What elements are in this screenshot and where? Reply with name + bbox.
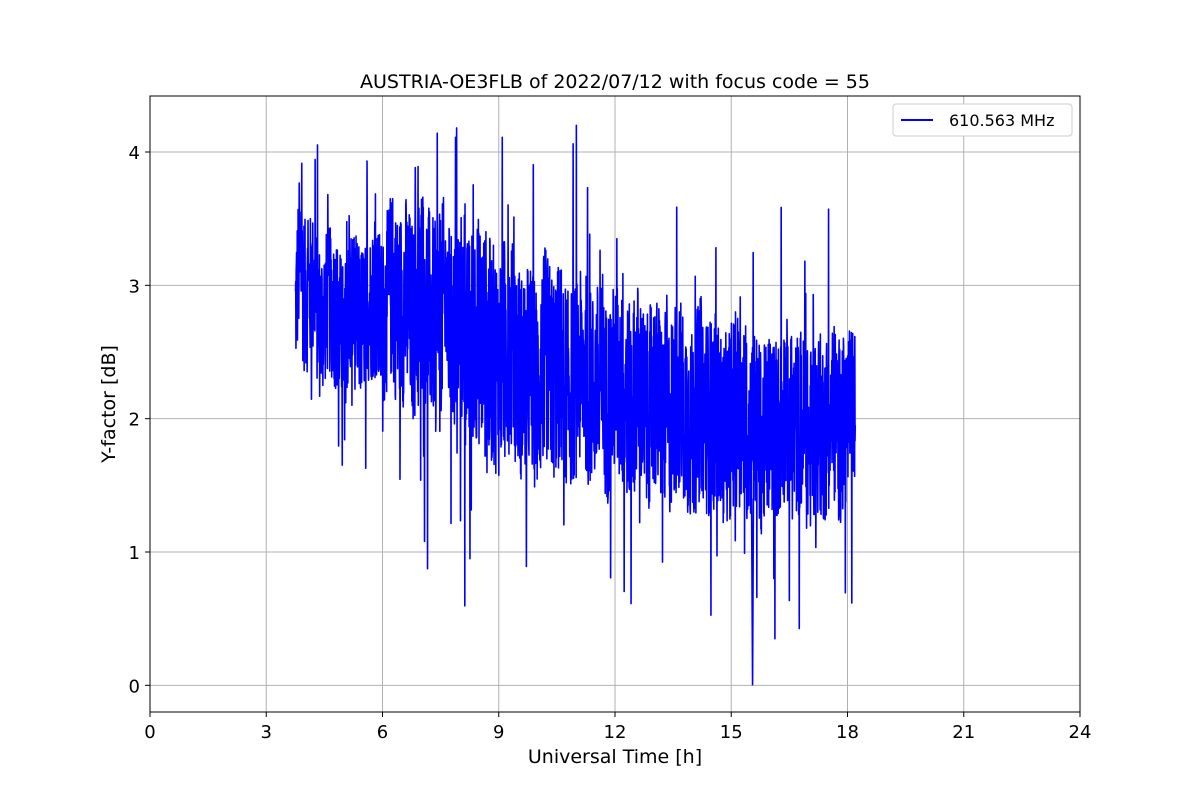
chart-title: AUSTRIA-OE3FLB of 2022/07/12 with focus … <box>360 71 870 93</box>
x-tick-label: 6 <box>377 722 388 743</box>
y-tick-label: 3 <box>129 276 140 297</box>
series-line-610-mhz <box>294 124 857 640</box>
x-tick-label: 9 <box>493 722 504 743</box>
x-axis-label: Universal Time [h] <box>528 746 702 768</box>
x-axis-ticks: 0 3 6 9 12 15 18 21 24 <box>144 712 1091 743</box>
y-tick-label: 4 <box>129 143 140 164</box>
x-tick-label: 18 <box>836 722 859 743</box>
x-tick-label: 15 <box>720 722 743 743</box>
y-tick-label: 1 <box>129 543 140 564</box>
legend-label-610-mhz: 610.563 MHz <box>949 111 1054 130</box>
legend: 610.563 MHz <box>892 103 1073 137</box>
x-tick-label: 12 <box>604 722 627 743</box>
x-tick-label: 0 <box>144 722 155 743</box>
y-tick-label: 0 <box>129 676 140 697</box>
legend-box <box>892 103 1073 137</box>
x-tick-label: 3 <box>261 722 272 743</box>
y-axis-ticks: 0 1 2 3 4 <box>129 143 150 697</box>
x-tick-label: 24 <box>1069 722 1092 743</box>
x-tick-label: 21 <box>952 722 975 743</box>
y-axis-label: Y-factor [dB] <box>98 345 120 464</box>
y-tick-label: 2 <box>129 410 140 431</box>
series-line-dip <box>750 471 755 686</box>
